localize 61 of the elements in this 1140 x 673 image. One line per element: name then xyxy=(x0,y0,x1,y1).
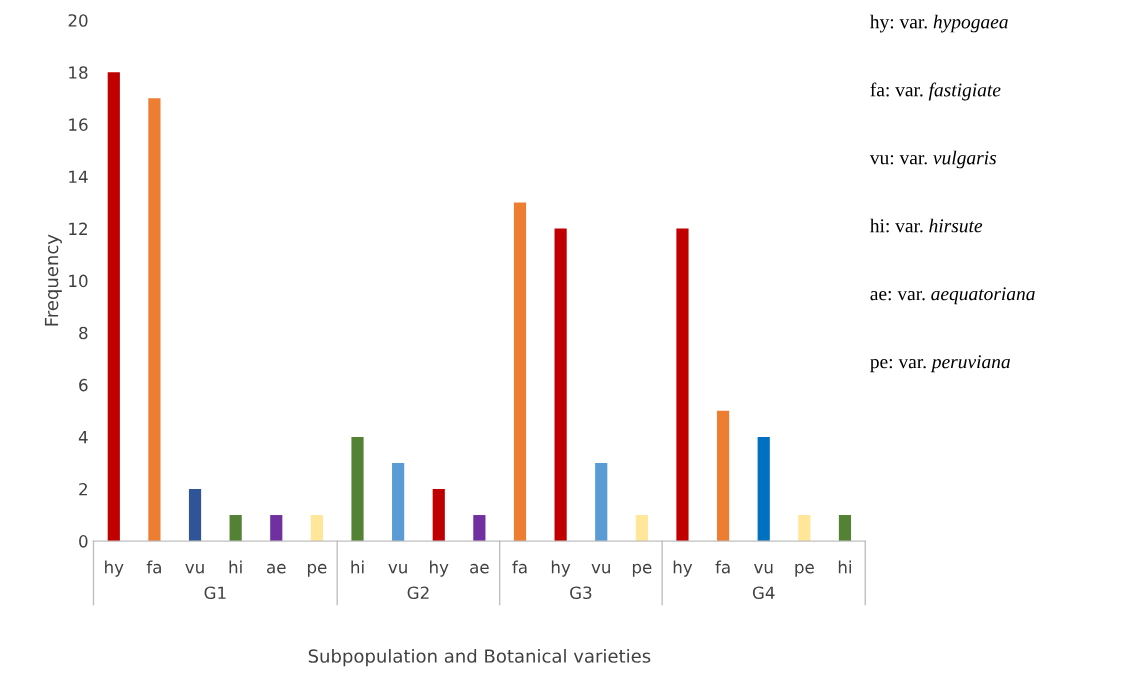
text: G2 xyxy=(407,586,429,600)
bar xyxy=(392,462,405,542)
x-tick-label: hi xyxy=(229,560,242,574)
bar xyxy=(838,515,852,542)
bar xyxy=(717,410,730,542)
x-tick-label: hy xyxy=(551,560,571,577)
x-tick-label: hi xyxy=(351,560,364,574)
y-tick-label: 16 xyxy=(69,118,88,131)
y-tick-label: 20 xyxy=(68,14,88,27)
y-tick-label: 18 xyxy=(69,66,88,79)
x-tick-label: pe xyxy=(795,563,814,577)
text: hy: var. hypogaea xyxy=(870,14,1008,33)
bar xyxy=(635,515,648,542)
y-tick-label: 12 xyxy=(69,222,87,235)
y-axis-title: Frequency xyxy=(44,234,62,326)
x-tick-label: hy xyxy=(430,560,449,577)
bar xyxy=(554,228,567,542)
text: vu: var. vulgaris xyxy=(869,150,997,169)
text: G4 xyxy=(752,586,775,600)
bar xyxy=(595,462,608,542)
y-tick-label: 10 xyxy=(69,274,88,288)
x-tick-label: pe xyxy=(307,563,327,577)
y-tick-label: 4 xyxy=(78,431,88,444)
x-tick-label: fa xyxy=(715,560,730,574)
bar xyxy=(229,515,242,542)
text: G1 xyxy=(204,586,226,600)
text: ae: var. aequatoriana xyxy=(870,287,1035,305)
x-tick-label: vu xyxy=(591,563,610,574)
x-tick-label: vu xyxy=(388,563,407,574)
bar xyxy=(473,515,486,542)
x-axis-title: Subpopulation and Botanical varieties xyxy=(308,648,651,667)
bar xyxy=(107,72,120,542)
bar xyxy=(798,515,811,542)
text: pe: var. peruviana xyxy=(870,355,1010,373)
bar xyxy=(148,98,161,542)
bar xyxy=(188,489,202,542)
bar xyxy=(432,489,445,542)
text: fa: var. fastigiate xyxy=(870,82,1001,101)
x-tick-label: vu xyxy=(753,563,773,574)
x-tick-label: fa xyxy=(146,560,161,574)
bar xyxy=(513,202,527,542)
text: G3 xyxy=(570,586,592,600)
x-tick-label: hy xyxy=(673,560,693,577)
text: hi: var. hirsute xyxy=(870,218,983,233)
x-tick-label: ae xyxy=(470,563,489,574)
x-tick-label: pe xyxy=(632,563,652,577)
x-tick-label: fa xyxy=(512,560,527,574)
y-tick-label: 8 xyxy=(79,326,88,340)
bar xyxy=(351,436,364,542)
bar xyxy=(676,228,689,542)
x-tick-label: hy xyxy=(105,560,124,577)
x-tick-label: vu xyxy=(185,563,204,574)
bar xyxy=(270,515,283,542)
y-tick-label: 6 xyxy=(79,378,88,392)
x-tick-label: ae xyxy=(267,563,286,574)
y-tick-label: 14 xyxy=(69,170,88,183)
bar xyxy=(757,436,770,542)
x-tick-label: hi xyxy=(838,560,851,574)
bar xyxy=(310,515,323,542)
y-tick-label: 2 xyxy=(79,482,87,496)
y-tick-label: 0 xyxy=(79,535,88,548)
